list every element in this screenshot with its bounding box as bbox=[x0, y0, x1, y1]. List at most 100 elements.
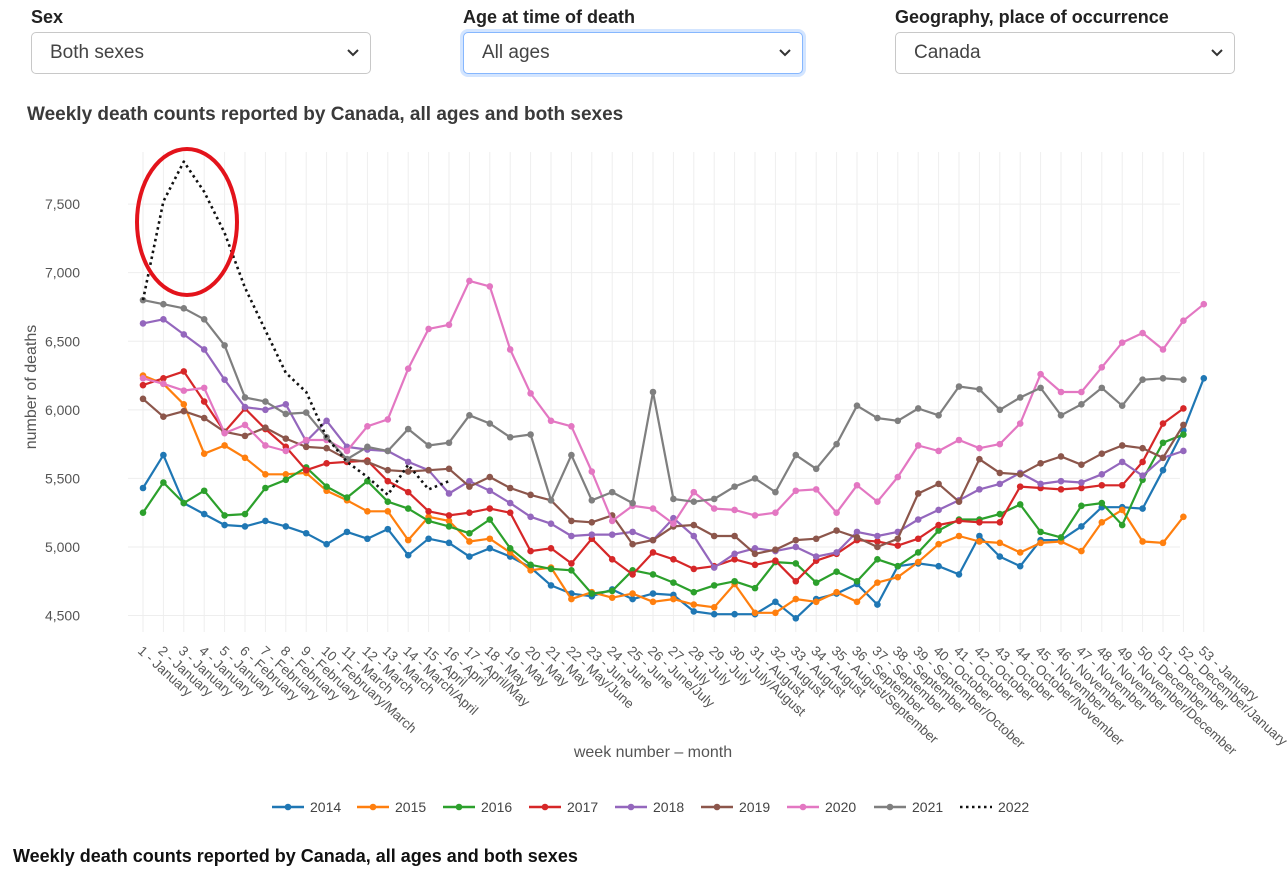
data-point[interactable] bbox=[955, 532, 963, 540]
data-point[interactable] bbox=[364, 535, 371, 543]
data-point[interactable] bbox=[955, 517, 963, 525]
data-point[interactable] bbox=[200, 487, 208, 495]
data-point[interactable] bbox=[1057, 534, 1065, 541]
data-point[interactable] bbox=[486, 516, 494, 523]
data-point[interactable] bbox=[527, 431, 534, 438]
data-point[interactable] bbox=[527, 491, 534, 499]
legend-item-2014[interactable]: 2014 bbox=[272, 799, 341, 815]
data-point[interactable] bbox=[506, 499, 514, 507]
data-point[interactable] bbox=[649, 571, 657, 578]
data-point[interactable] bbox=[262, 424, 269, 431]
data-point[interactable] bbox=[1037, 480, 1044, 488]
data-point[interactable] bbox=[1139, 458, 1146, 466]
data-point[interactable] bbox=[996, 518, 1004, 526]
data-point[interactable] bbox=[690, 532, 698, 540]
data-point[interactable] bbox=[506, 484, 514, 492]
data-point[interactable] bbox=[364, 508, 371, 515]
data-point[interactable] bbox=[547, 497, 555, 504]
data-point[interactable] bbox=[1139, 472, 1146, 479]
data-point[interactable] bbox=[608, 587, 616, 595]
data-point[interactable] bbox=[955, 383, 963, 390]
data-point[interactable] bbox=[568, 566, 575, 574]
data-point[interactable] bbox=[302, 443, 310, 451]
data-point[interactable] bbox=[527, 513, 534, 521]
data-point[interactable] bbox=[955, 436, 963, 444]
data-point[interactable] bbox=[241, 403, 249, 411]
data-point[interactable] bbox=[710, 582, 718, 589]
data-point[interactable] bbox=[241, 394, 249, 401]
data-point[interactable] bbox=[649, 505, 657, 512]
data-point[interactable] bbox=[690, 498, 698, 506]
data-point[interactable] bbox=[486, 473, 494, 481]
data-point[interactable] bbox=[751, 584, 759, 592]
data-point[interactable] bbox=[241, 454, 249, 462]
data-point[interactable] bbox=[914, 549, 922, 556]
data-point[interactable] bbox=[262, 442, 269, 449]
data-point[interactable] bbox=[853, 598, 861, 606]
data-point[interactable] bbox=[751, 609, 759, 617]
data-point[interactable] bbox=[976, 444, 983, 452]
data-point[interactable] bbox=[812, 535, 820, 543]
data-point[interactable] bbox=[527, 547, 534, 555]
data-point[interactable] bbox=[139, 484, 147, 492]
data-point[interactable] bbox=[323, 460, 330, 467]
data-point[interactable] bbox=[710, 564, 718, 571]
data-point[interactable] bbox=[792, 536, 800, 544]
data-point[interactable] bbox=[1180, 431, 1187, 438]
data-point[interactable] bbox=[160, 300, 167, 308]
data-point[interactable] bbox=[976, 486, 983, 493]
data-point[interactable] bbox=[1139, 505, 1146, 512]
data-point[interactable] bbox=[343, 447, 351, 455]
data-point[interactable] bbox=[1118, 402, 1126, 410]
data-point[interactable] bbox=[139, 395, 147, 403]
data-point[interactable] bbox=[731, 556, 738, 563]
data-point[interactable] bbox=[343, 494, 351, 501]
data-point[interactable] bbox=[1180, 405, 1187, 412]
data-point[interactable] bbox=[1159, 466, 1167, 474]
data-point[interactable] bbox=[506, 346, 514, 353]
data-point[interactable] bbox=[833, 549, 840, 556]
data-point[interactable] bbox=[792, 451, 800, 459]
data-point[interactable] bbox=[649, 388, 657, 396]
data-point[interactable] bbox=[1118, 506, 1126, 514]
data-point[interactable] bbox=[649, 549, 657, 556]
data-point[interactable] bbox=[445, 512, 453, 519]
data-point[interactable] bbox=[996, 440, 1004, 448]
data-point[interactable] bbox=[282, 401, 290, 408]
data-point[interactable] bbox=[1057, 412, 1065, 419]
data-point[interactable] bbox=[792, 487, 800, 495]
data-point[interactable] bbox=[323, 540, 330, 548]
data-point[interactable] bbox=[425, 517, 432, 525]
data-point[interactable] bbox=[996, 539, 1004, 547]
data-point[interactable] bbox=[1078, 479, 1085, 486]
data-point[interactable] bbox=[690, 521, 698, 529]
data-point[interactable] bbox=[547, 417, 555, 425]
data-point[interactable] bbox=[1037, 370, 1044, 378]
data-point[interactable] bbox=[282, 476, 290, 484]
data-point[interactable] bbox=[874, 543, 881, 551]
data-point[interactable] bbox=[955, 571, 963, 578]
data-point[interactable] bbox=[833, 509, 840, 516]
legend-item-2017[interactable]: 2017 bbox=[529, 799, 598, 815]
data-point[interactable] bbox=[1016, 470, 1024, 478]
data-point[interactable] bbox=[874, 532, 881, 540]
data-point[interactable] bbox=[1098, 518, 1106, 526]
data-point[interactable] bbox=[466, 553, 473, 560]
data-point[interactable] bbox=[914, 490, 922, 497]
data-point[interactable] bbox=[1098, 364, 1106, 371]
data-point[interactable] bbox=[812, 598, 820, 606]
data-point[interactable] bbox=[1098, 450, 1106, 458]
data-point[interactable] bbox=[894, 542, 902, 549]
sex-select[interactable]: Both sexes bbox=[31, 32, 371, 74]
data-point[interactable] bbox=[1098, 499, 1106, 507]
data-point[interactable] bbox=[792, 560, 800, 567]
data-point[interactable] bbox=[751, 545, 759, 552]
data-point[interactable] bbox=[792, 595, 800, 603]
data-point[interactable] bbox=[1057, 388, 1065, 396]
data-point[interactable] bbox=[302, 409, 310, 416]
data-point[interactable] bbox=[445, 523, 453, 530]
data-point[interactable] bbox=[241, 510, 249, 518]
data-point[interactable] bbox=[180, 401, 188, 408]
data-point[interactable] bbox=[874, 601, 881, 608]
data-point[interactable] bbox=[568, 517, 575, 525]
